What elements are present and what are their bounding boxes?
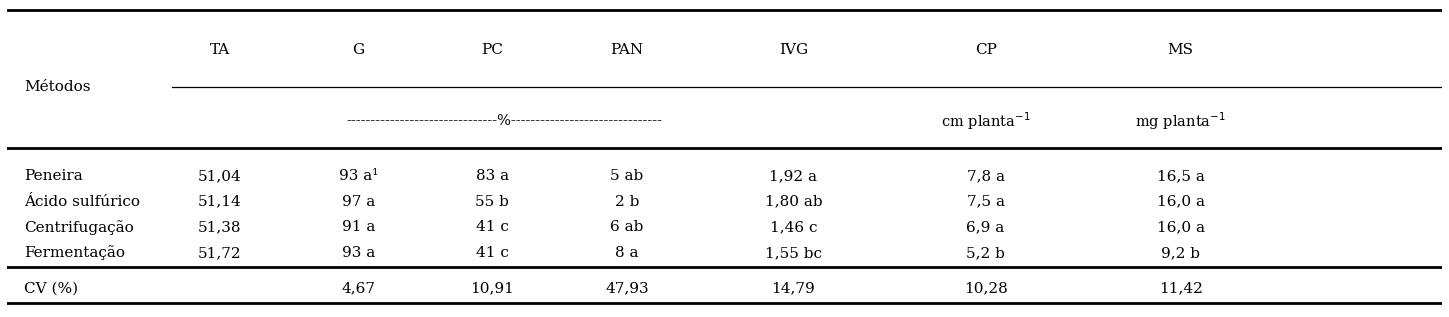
Text: 14,79: 14,79	[771, 281, 816, 295]
Text: 8 a: 8 a	[616, 246, 639, 260]
Text: cm planta$^{-1}$: cm planta$^{-1}$	[940, 110, 1030, 132]
Text: 10,28: 10,28	[964, 281, 1007, 295]
Text: CV (%): CV (%)	[25, 281, 78, 295]
Text: PC: PC	[481, 43, 503, 57]
Text: 16,0 a: 16,0 a	[1156, 220, 1204, 234]
Text: 51,38: 51,38	[199, 220, 242, 234]
Text: PAN: PAN	[610, 43, 643, 57]
Text: CP: CP	[975, 43, 997, 57]
Text: 1,55 bc: 1,55 bc	[765, 246, 822, 260]
Text: 55 b: 55 b	[475, 195, 509, 209]
Text: 4,67: 4,67	[342, 281, 375, 295]
Text: 10,91: 10,91	[469, 281, 514, 295]
Text: 93 a: 93 a	[342, 246, 375, 260]
Text: 1,46 c: 1,46 c	[769, 220, 817, 234]
Text: 47,93: 47,93	[606, 281, 649, 295]
Text: 5,2 b: 5,2 b	[966, 246, 1006, 260]
Text: TA: TA	[210, 43, 230, 57]
Text: 2 b: 2 b	[614, 195, 639, 209]
Text: 11,42: 11,42	[1159, 281, 1203, 295]
Text: 6 ab: 6 ab	[610, 220, 643, 234]
Text: G: G	[352, 43, 365, 57]
Text: 97 a: 97 a	[342, 195, 375, 209]
Text: Ácido sulfúrico: Ácido sulfúrico	[25, 195, 141, 209]
Text: 83 a: 83 a	[475, 169, 509, 183]
Text: -------------------------------%-------------------------------: -------------------------------%--------…	[346, 114, 662, 128]
Text: mg planta$^{-1}$: mg planta$^{-1}$	[1135, 110, 1226, 132]
Text: 41 c: 41 c	[475, 246, 509, 260]
Text: 6,9 a: 6,9 a	[966, 220, 1004, 234]
Text: 51,72: 51,72	[197, 246, 242, 260]
Text: 5 ab: 5 ab	[610, 169, 643, 183]
Text: IVG: IVG	[778, 43, 809, 57]
Text: 1,80 ab: 1,80 ab	[765, 195, 822, 209]
Text: 7,5 a: 7,5 a	[966, 195, 1004, 209]
Text: 91 a: 91 a	[342, 220, 375, 234]
Text: Centrifugação: Centrifugação	[25, 220, 135, 235]
Text: Métodos: Métodos	[25, 80, 91, 94]
Text: MS: MS	[1168, 43, 1194, 57]
Text: 16,0 a: 16,0 a	[1156, 195, 1204, 209]
Text: 16,5 a: 16,5 a	[1156, 169, 1204, 183]
Text: 93 a¹: 93 a¹	[339, 169, 378, 183]
Text: 9,2 b: 9,2 b	[1161, 246, 1200, 260]
Text: 51,14: 51,14	[197, 195, 242, 209]
Text: 51,04: 51,04	[197, 169, 242, 183]
Text: 7,8 a: 7,8 a	[966, 169, 1004, 183]
Text: 1,92 a: 1,92 a	[769, 169, 817, 183]
Text: 41 c: 41 c	[475, 220, 509, 234]
Text: Peneira: Peneira	[25, 169, 83, 183]
Text: Fermentação: Fermentação	[25, 246, 126, 261]
